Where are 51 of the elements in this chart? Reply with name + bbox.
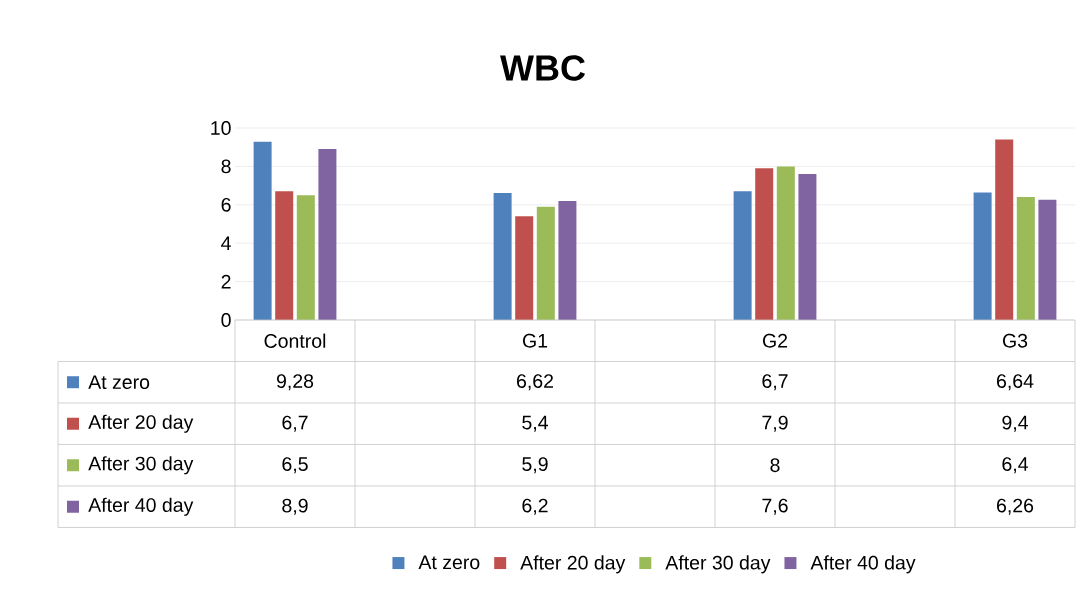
data-label: 6,64: [997, 374, 1034, 391]
text: At zero: [418, 555, 480, 570]
bar: [536, 206, 555, 320]
bar: [973, 192, 992, 320]
data-label: 8,9: [282, 498, 308, 515]
y-tick-label: 6: [221, 197, 231, 212]
x-tick-label: G3: [1002, 333, 1028, 348]
data-label: 7,6: [762, 498, 788, 515]
data-label: 6,5: [282, 457, 308, 474]
data-label: 5,4: [522, 415, 548, 432]
bar: [776, 166, 795, 320]
data-label: 6,7: [762, 374, 788, 391]
legend-label: After 20 day: [88, 414, 194, 433]
x-tick-label: G1: [522, 333, 548, 348]
x-tick-label: Control: [264, 333, 326, 348]
y-tick-label: 0: [221, 313, 231, 327]
bar: [755, 168, 774, 320]
bar: [995, 139, 1014, 320]
y-tick-label: 10: [211, 121, 231, 135]
data-label: 6,26: [997, 498, 1034, 515]
bar: [493, 192, 512, 320]
bar: [1016, 197, 1035, 320]
data-label: 9,4: [1002, 415, 1028, 432]
bar: [733, 191, 752, 320]
data-label: 6,62: [517, 374, 553, 391]
text: After 30 day: [665, 555, 771, 574]
x-tick-label: G2: [762, 333, 788, 348]
bar: [798, 174, 817, 320]
bar: [253, 141, 272, 320]
data-label: 7,9: [762, 415, 788, 432]
bar: [558, 200, 577, 320]
data-label: 6,7: [282, 415, 308, 432]
y-tick-label: 8: [221, 159, 231, 174]
bar: [318, 149, 337, 320]
bar: [1038, 199, 1057, 320]
data-label: 6,2: [522, 498, 548, 515]
data-label: 5,9: [522, 457, 548, 474]
text: After 40 day: [810, 555, 916, 574]
legend-label: At zero: [88, 375, 150, 390]
bar: [275, 191, 294, 320]
legend-label: After 30 day: [88, 456, 194, 475]
y-tick-label: 4: [221, 236, 231, 250]
data-label: 6,4: [1002, 457, 1028, 474]
bar: [515, 216, 534, 320]
text: After 20 day: [520, 555, 626, 574]
y-tick-label: 2: [221, 274, 231, 289]
data-label: 9,28: [276, 374, 314, 391]
bar: [296, 195, 315, 320]
legend-label: After 40 day: [88, 497, 194, 516]
data-label: 8: [770, 458, 780, 473]
chart-title: WBC: [500, 55, 586, 81]
